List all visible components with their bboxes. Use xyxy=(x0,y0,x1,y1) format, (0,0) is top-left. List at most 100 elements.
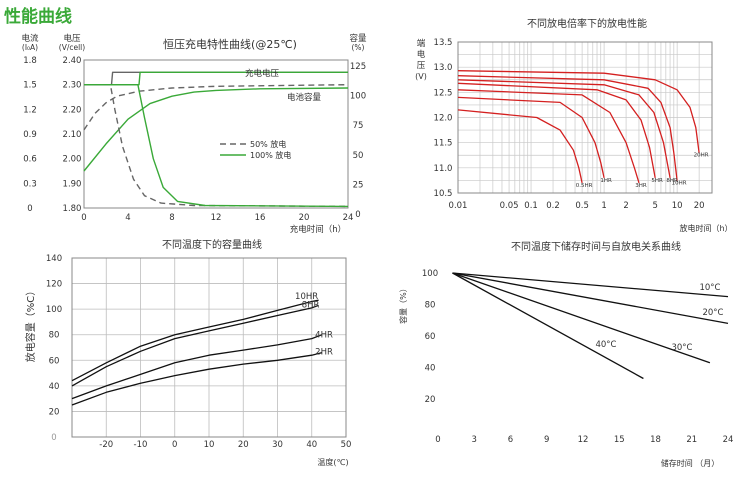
c1-series-line xyxy=(83,84,349,131)
c2-series-label: 1HR xyxy=(600,178,612,184)
c2-x-tick: 0.2 xyxy=(546,201,560,211)
c2-series-label: 10HR xyxy=(672,180,687,186)
c2-title: 不同放电倍率下的放电性能 xyxy=(527,17,647,30)
c4-series-label: 20°C xyxy=(702,308,723,318)
c3-plot-frame xyxy=(71,257,347,438)
c4-x-tick: 15 xyxy=(614,435,625,445)
c1-title: 恒压充电特性曲线(@25℃) xyxy=(163,37,297,51)
c1-x-label: 充电时间（h） xyxy=(290,224,346,235)
c4-x-tick: 0 xyxy=(435,435,440,445)
c1-series-line xyxy=(84,83,349,208)
c2-series-line xyxy=(457,109,583,184)
c2-series-line xyxy=(457,75,678,181)
c1-x-tick: 8 xyxy=(169,213,174,223)
c4-x-tick: 9 xyxy=(544,435,549,445)
c2-x-tick: 0.01 xyxy=(449,201,468,211)
c2-series-line xyxy=(457,79,671,179)
c3-y-tick: 80 xyxy=(49,331,60,341)
c3-series-label: 10HR xyxy=(295,292,318,302)
c4-x-tick: 3 xyxy=(472,435,477,445)
c2-series-line xyxy=(457,89,640,184)
c1-y3-label: 容量 xyxy=(349,33,367,44)
c4-series-label: 40°C xyxy=(595,340,616,350)
c3-y-tick: 0 xyxy=(51,433,56,443)
c3-x-label: 温度(℃) xyxy=(317,457,348,467)
c1-y2-tick: 2.30 xyxy=(63,81,82,91)
c3-x-tick: 0 xyxy=(172,440,177,450)
c4-title: 不同温度下储存时间与自放电关系曲线 xyxy=(511,240,681,253)
c1-y1-tick: 1.5 xyxy=(23,81,37,91)
c4-x-tick: 18 xyxy=(650,435,661,445)
c3-series-line xyxy=(71,351,323,406)
c1-y3-tick: 75 xyxy=(353,121,364,131)
c2-series-label: 0.5HR xyxy=(576,183,593,189)
c1-y2-tick: 2.40 xyxy=(63,56,82,66)
c1-y1-tick: 1.2 xyxy=(23,105,37,115)
c1-x-tick: 0 xyxy=(81,213,86,223)
c4-x-tick: 21 xyxy=(686,435,697,445)
c1-series-line xyxy=(83,87,349,172)
c1-legend-label: 100% 放电 xyxy=(250,150,291,160)
c2-x-tick: 2 xyxy=(623,201,628,211)
c1-y3-tick: 100 xyxy=(350,92,366,102)
c2-series-label: 3HR xyxy=(635,183,647,189)
c3-y-tick: 120 xyxy=(46,280,62,290)
c3-y-tick: 100 xyxy=(46,305,62,315)
c4-series-line xyxy=(452,272,729,298)
c1-y2-tick: 1.80 xyxy=(63,204,82,214)
c2-plot-frame xyxy=(457,41,713,194)
c1-y3-tick: 0 xyxy=(355,210,360,220)
c1-y1-tick: 0.9 xyxy=(23,130,37,140)
c4-y-tick: 20 xyxy=(425,395,436,405)
c1-x-tick: 20 xyxy=(299,213,310,223)
c1-x-tick: 4 xyxy=(125,213,130,223)
c1-annotation: 电池容量 xyxy=(287,92,322,103)
c1-y2-tick: 2.10 xyxy=(63,130,82,140)
c3-y-label: 放电容量（%C） xyxy=(24,286,37,362)
c3-series-line xyxy=(71,334,323,400)
c1-x-tick: 12 xyxy=(211,213,222,223)
c4-y-label: 容量（%） xyxy=(398,284,408,324)
c3-x-tick: 50 xyxy=(341,440,352,450)
c2-y-tick: 13.0 xyxy=(434,63,453,73)
c3-series-line xyxy=(71,299,319,382)
c2-series-line xyxy=(457,82,656,179)
c3-y-tick: 20 xyxy=(49,407,60,417)
c1-series-line xyxy=(84,83,349,208)
c4-y-tick: 40 xyxy=(425,364,436,374)
c1-x-tick: 16 xyxy=(255,213,266,223)
c4-series-line xyxy=(452,272,729,325)
c3-y-tick: 40 xyxy=(49,382,60,392)
c2-y-label: 端 xyxy=(417,38,426,49)
c2-series-label: 8HR xyxy=(666,178,678,184)
c4-y-tick: 100 xyxy=(422,269,438,279)
c2-y-tick: 12.0 xyxy=(434,114,453,124)
c2-y-label: 电 xyxy=(417,49,426,60)
c1-y1-unit: (I₀A) xyxy=(22,43,38,52)
c1-y3-tick: 50 xyxy=(353,151,364,161)
c1-y1-tick: 0.6 xyxy=(23,155,37,165)
c2-y-tick: 12.5 xyxy=(434,88,453,98)
c4-series-label: 30°C xyxy=(671,343,692,353)
c1-y1-tick: 1.8 xyxy=(23,56,37,66)
c3-series-line xyxy=(71,304,319,387)
c2-x-label: 放电时间（h） xyxy=(679,223,732,233)
c2-y-tick: 11.0 xyxy=(434,164,453,174)
c2-series-label: 5HR xyxy=(651,178,663,184)
c2-x-tick: 0.5 xyxy=(575,201,589,211)
c1-y2-label: 电压 xyxy=(63,33,81,44)
c2-y-tick: 13.5 xyxy=(434,38,453,48)
c4-x-tick: 6 xyxy=(508,435,513,445)
c2-x-tick: 20 xyxy=(694,201,705,211)
c3-x-tick: -20 xyxy=(99,440,113,450)
c4-series-label: 10°C xyxy=(699,283,720,293)
c1-y2-unit: (V/cell) xyxy=(59,43,85,52)
c2-x-tick: 0.05 xyxy=(500,201,519,211)
c1-y2-tick: 2.00 xyxy=(63,155,82,165)
c4-y-tick: 80 xyxy=(425,301,436,311)
c1-y1-label: 电流 xyxy=(21,33,39,44)
c1-y1-tick: 0.3 xyxy=(23,179,37,189)
c2-y-label: (V) xyxy=(415,72,427,81)
